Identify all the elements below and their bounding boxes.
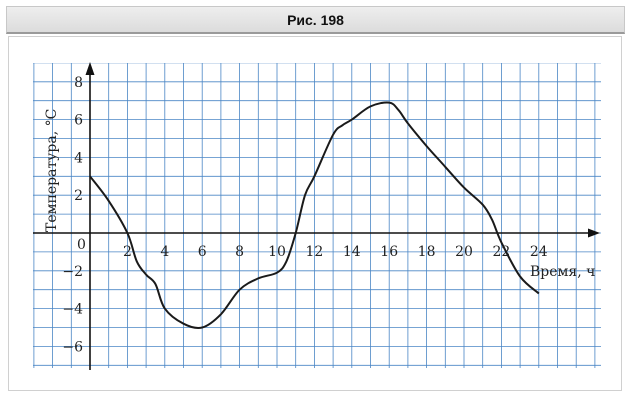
temperature-line — [89, 101, 540, 330]
x-axis-label: Время, ч — [530, 264, 595, 280]
figure-title: Рис. 198 — [287, 12, 344, 28]
origin-label: 0 — [77, 237, 86, 253]
x-tick-label: 16 — [380, 244, 398, 260]
x-tick-label: 22 — [492, 244, 510, 260]
y-tick-label: 8 — [74, 75, 83, 91]
y-tick-label: −2 — [62, 264, 83, 280]
x-tick-label: 8 — [235, 244, 244, 260]
grid — [33, 63, 601, 368]
y-tick-label: 4 — [74, 150, 83, 166]
y-tick-label: −6 — [62, 339, 83, 355]
x-axis-arrow — [588, 228, 600, 238]
x-tick-label: 12 — [305, 244, 323, 260]
figure-header: Рис. 198 — [6, 6, 625, 34]
x-tick-label: 20 — [455, 244, 473, 260]
y-tick-label: 2 — [74, 188, 83, 204]
y-tick-label: 6 — [74, 113, 83, 129]
x-tick-label: 2 — [123, 244, 132, 260]
x-tick-label: 14 — [343, 244, 361, 260]
figure-frame — [8, 36, 622, 391]
y-axis-arrow — [85, 62, 95, 75]
x-tick-label: 24 — [530, 244, 548, 260]
x-tick-label: 18 — [418, 244, 436, 260]
x-tick-label: 4 — [160, 244, 169, 260]
series-layer — [89, 101, 540, 330]
y-axis-label: Температура, °С — [44, 109, 60, 232]
y-tick-label: −4 — [62, 302, 83, 318]
x-tick-label: 6 — [198, 244, 207, 260]
x-tick-label: 10 — [268, 244, 286, 260]
